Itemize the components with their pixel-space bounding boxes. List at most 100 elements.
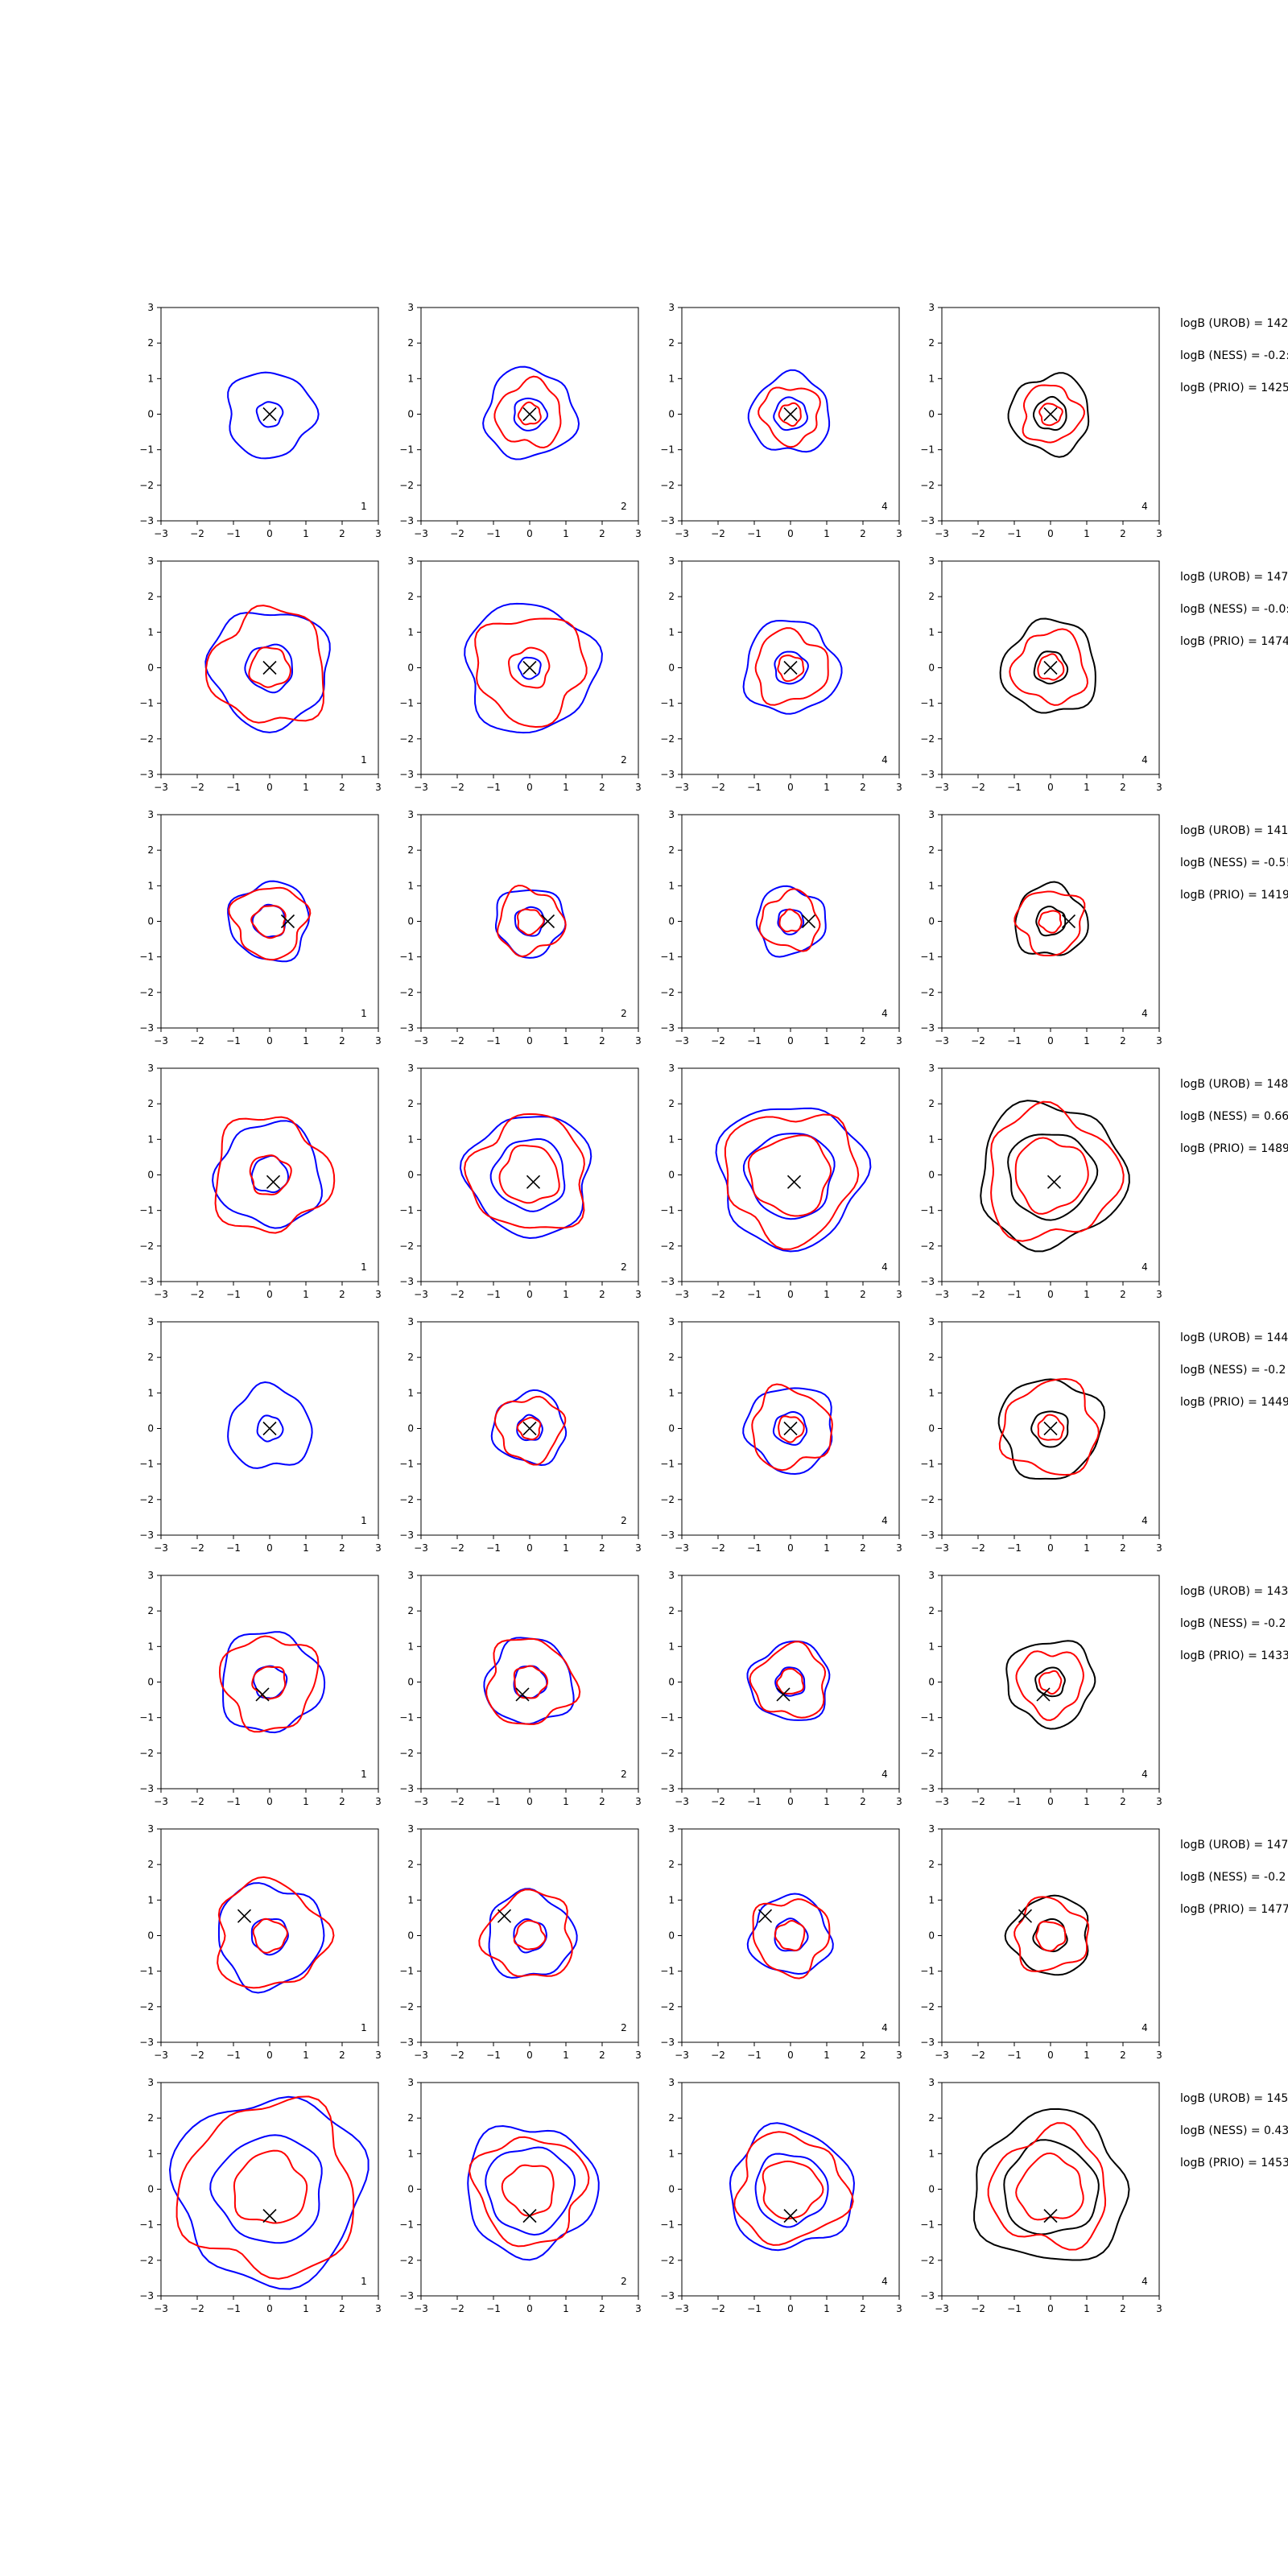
x-tick-label: 1	[563, 528, 569, 539]
contours	[1013, 881, 1089, 957]
axes-frame	[160, 2082, 379, 2297]
x-tick-label: 2	[599, 1289, 605, 1300]
true-value-marker	[522, 407, 537, 422]
axes-frame	[681, 814, 900, 1029]
true-value-marker	[515, 1687, 530, 1702]
x-tick-label: −2	[450, 528, 464, 539]
x-tick-label: −1	[486, 1542, 501, 1554]
contour-red	[778, 1415, 805, 1443]
y-tick-label: −2	[660, 987, 675, 998]
panel-r3-c1: −3−3 −2 −2 −1 −1 0 0 1 1 2 2 3 3 1	[139, 809, 382, 1046]
contour-red	[204, 605, 325, 724]
contour-red	[228, 886, 312, 961]
y-tick-label: −2	[920, 2255, 935, 2266]
x-tick-label: 2	[1120, 1289, 1126, 1300]
y-tick-label: 3	[407, 809, 414, 820]
y-tick-label: 2	[407, 591, 414, 602]
contours	[742, 619, 843, 715]
y-tick-label: 1	[668, 1387, 675, 1398]
x-tick-label: 0	[1047, 1289, 1054, 1300]
y-tick-label: −2	[399, 1241, 414, 1252]
y-tick-label: −1	[920, 952, 935, 963]
contour-blue	[209, 2134, 323, 2244]
contour-red	[1015, 1650, 1084, 1721]
x-tick-label: 3	[375, 2050, 382, 2061]
axes-frame	[681, 1828, 900, 2043]
y-tick-label: 3	[668, 302, 675, 313]
x-tick-label: −2	[971, 2050, 985, 2061]
y-tick-label: 1	[928, 1641, 935, 1652]
contour-red	[513, 1665, 549, 1699]
contour-black	[997, 1378, 1106, 1480]
contour-red	[517, 401, 542, 426]
x-tick-label: −3	[414, 528, 428, 539]
x-tick-label: 3	[896, 1035, 902, 1046]
y-tick-label: 0	[668, 916, 675, 927]
x-tick-label: −1	[226, 1796, 241, 1807]
x-tick-label: 0	[787, 2303, 794, 2314]
contour-blue	[513, 397, 548, 431]
panel-r5-c1: −3−3 −2 −2 −1 −1 0 0 1 1 2 2 3 3 1	[139, 1316, 382, 1554]
contour-red	[217, 1876, 335, 1989]
x-tick-label: 1	[1084, 1542, 1090, 1554]
contour-blue	[204, 612, 331, 733]
x-tick-label: 2	[599, 1796, 605, 1807]
x-tick-label: −3	[154, 1542, 168, 1554]
row-note-2: logB (NESS) = 0.66	[1180, 1110, 1288, 1123]
panel-number: 4	[1141, 2276, 1148, 2287]
x-tick-label: 0	[1047, 528, 1054, 539]
y-tick-label: 2	[147, 1352, 154, 1363]
x-tick-label: −2	[190, 782, 204, 793]
true-value-marker	[262, 660, 277, 675]
y-tick-label: −3	[660, 1530, 675, 1541]
contours	[973, 2107, 1130, 2261]
row-note-3: logB (PRIO) = 1477	[1180, 1903, 1288, 1916]
contour-blue	[212, 1120, 323, 1229]
panel-r4-c4: −3−3 −2 −2 −1 −1 0 0 1 1 2 2 3 3 4	[920, 1063, 1162, 1300]
panel-r8-c4: −3−3 −2 −2 −1 −1 0 0 1 1 2 2 3 3 4	[920, 2077, 1162, 2314]
y-tick-label: −1	[139, 698, 154, 709]
contour-red	[1014, 1137, 1089, 1215]
x-tick-label: −3	[935, 528, 949, 539]
contour-blue	[227, 1381, 313, 1469]
true-value-marker	[266, 1174, 281, 1189]
contours	[729, 2122, 855, 2252]
x-tick-label: 3	[635, 2303, 642, 2314]
y-tick-label: −3	[139, 1783, 154, 1794]
y-tick-label: 3	[147, 555, 154, 567]
contour-blue	[513, 1918, 547, 1954]
y-tick-label: 0	[147, 2184, 154, 2195]
panel-number: 2	[621, 1261, 627, 1273]
contour-blue	[464, 602, 603, 734]
contours	[1007, 372, 1090, 458]
x-tick-label: 0	[787, 1035, 794, 1046]
contour-black	[1030, 1410, 1069, 1448]
panel-r4-c2: −3−3 −2 −2 −1 −1 0 0 1 1 2 2 3 3 2	[399, 1063, 642, 1300]
contour-red	[485, 1637, 581, 1725]
x-tick-label: 0	[787, 1289, 794, 1300]
panel-r4-c1: −3−3 −2 −2 −1 −1 0 0 1 1 2 2 3 3 1	[139, 1063, 382, 1300]
x-tick-label: 1	[1084, 2303, 1090, 2314]
y-tick-label: −3	[139, 2037, 154, 2048]
y-tick-label: −1	[660, 698, 675, 709]
x-tick-label: −1	[226, 528, 241, 539]
y-tick-label: 0	[668, 1930, 675, 1942]
panel-number: 4	[1141, 754, 1148, 766]
contour-red	[774, 1920, 806, 1951]
x-tick-label: 3	[896, 782, 902, 793]
contour-blue	[746, 1640, 831, 1721]
x-tick-label: 2	[339, 2303, 345, 2314]
contour-red	[478, 1889, 573, 1977]
contours	[755, 885, 827, 958]
contour-red	[1013, 890, 1086, 957]
y-tick-label: −1	[139, 1205, 154, 1216]
x-tick-label: −1	[486, 1796, 501, 1807]
x-tick-label: −3	[675, 2050, 689, 2061]
y-tick-label: −3	[139, 515, 154, 526]
contour-red	[252, 1918, 288, 1954]
contour-red	[516, 908, 545, 936]
x-tick-label: 1	[824, 1289, 830, 1300]
x-tick-label: −1	[1007, 1289, 1022, 1300]
x-tick-label: 1	[563, 782, 569, 793]
